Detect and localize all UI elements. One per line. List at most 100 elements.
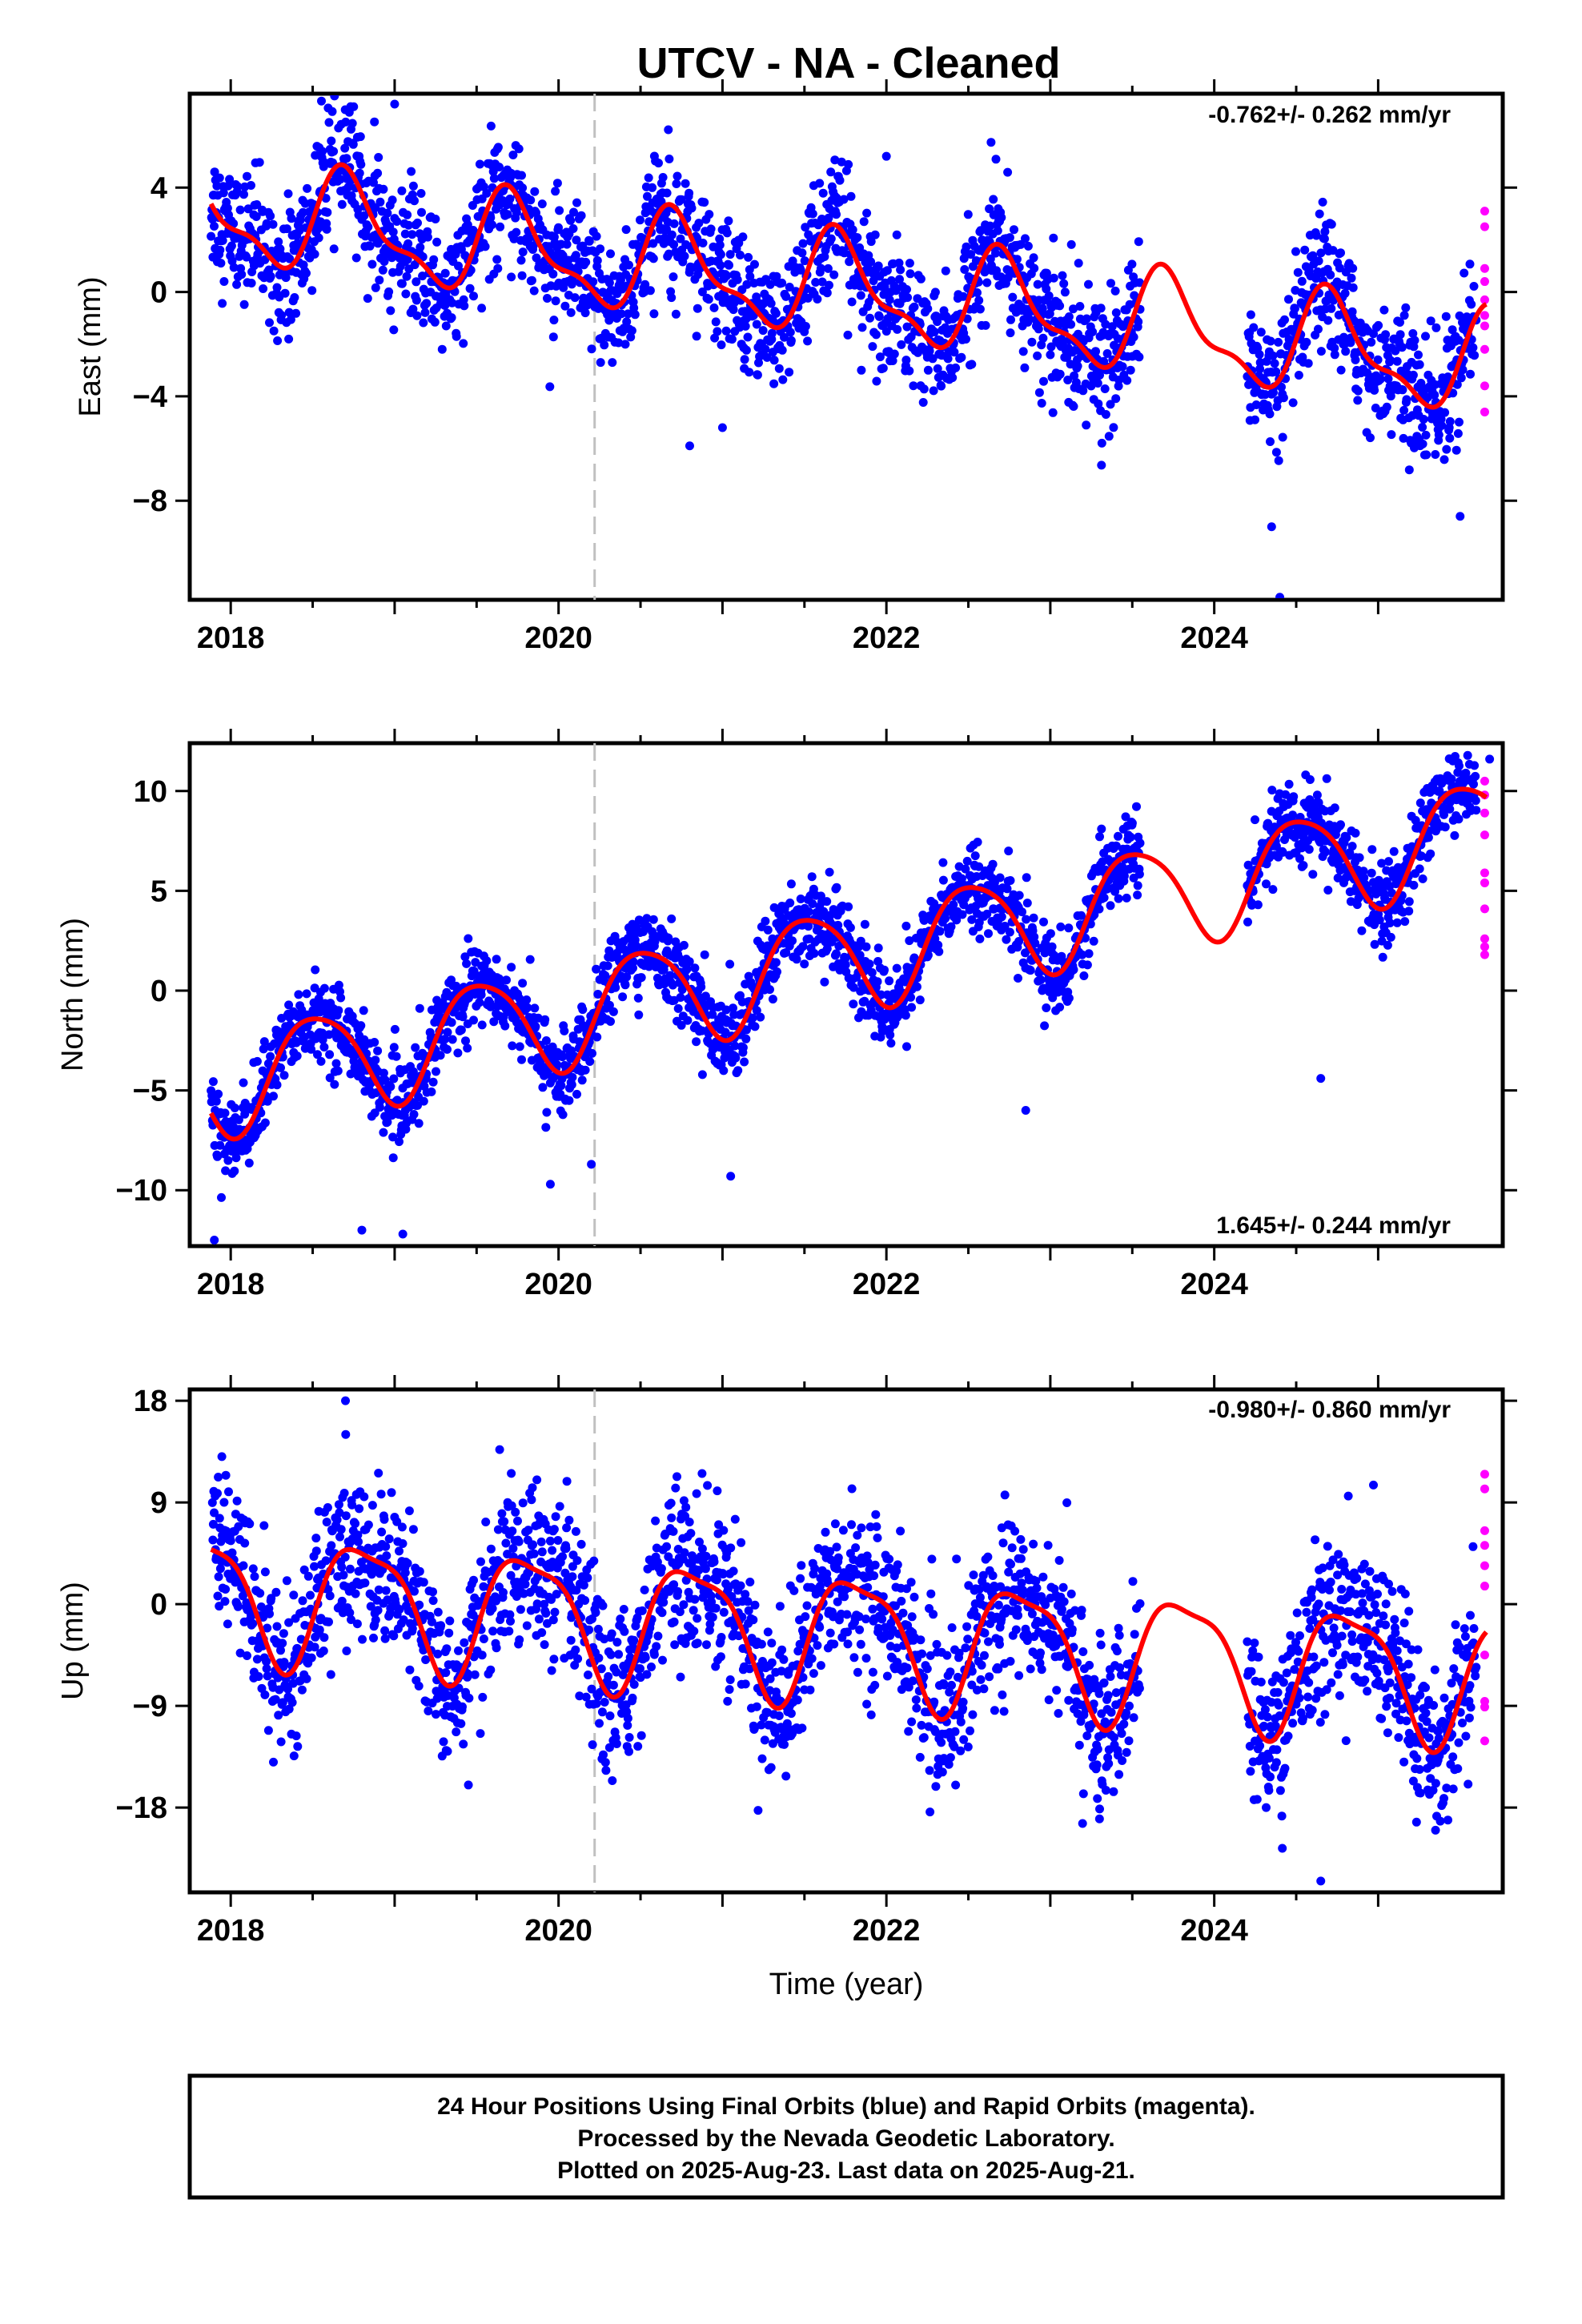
east-final-point [1106, 400, 1115, 409]
north-final-point [1333, 873, 1343, 883]
east-final-point [268, 219, 278, 229]
north-final-point [325, 1050, 335, 1059]
east-final-point [685, 441, 694, 451]
x-axis-label: Time (year) [769, 1968, 924, 2001]
east-final-point [1039, 376, 1048, 386]
east-final-point [1401, 303, 1411, 312]
north-final-point [325, 1073, 335, 1083]
north-final-point [855, 951, 865, 960]
north-final-point [419, 1096, 428, 1106]
east-y-axis-label: East (mm) [74, 276, 107, 416]
east-final-point [697, 287, 707, 296]
north-final-point [356, 1021, 366, 1031]
north-final-point [500, 1021, 510, 1031]
north-final-point [1069, 965, 1078, 975]
east-final-point [486, 121, 496, 131]
north-final-point [388, 1153, 398, 1163]
up-final-point [215, 1514, 224, 1523]
north-final-point [313, 1050, 322, 1059]
north-final-point [1243, 917, 1252, 927]
north-final-point [808, 899, 817, 908]
east-final-point [1336, 248, 1345, 258]
east-final-point [1447, 325, 1457, 335]
east-rapid-point [1480, 321, 1489, 331]
east-final-point [432, 237, 442, 247]
north-final-point [1455, 761, 1464, 770]
north-final-point [373, 1046, 383, 1055]
east-final-point [1402, 395, 1411, 404]
east-final-point [740, 355, 749, 364]
east-final-point [957, 352, 966, 362]
east-final-point [215, 173, 224, 183]
east-final-point [1109, 423, 1118, 432]
north-final-point [665, 971, 675, 980]
east-final-point [721, 326, 731, 336]
east-final-point [1266, 336, 1275, 346]
north-final-point [1036, 975, 1046, 984]
north-final-point [1095, 832, 1104, 842]
east-final-point [503, 210, 512, 219]
east-final-point [413, 218, 422, 227]
east-final-point [403, 255, 412, 264]
east-final-point [1383, 374, 1393, 384]
north-rapid-point [1480, 776, 1489, 786]
north-final-point [967, 915, 977, 924]
east-final-point [1097, 438, 1106, 448]
east-final-point [1129, 332, 1138, 342]
east-final-point [766, 299, 776, 308]
east-final-point [1255, 350, 1264, 360]
up-final-point [303, 1571, 313, 1581]
north-final-point [1316, 1074, 1326, 1084]
east-final-point [1003, 273, 1013, 283]
east-final-point [705, 210, 714, 219]
east-final-point [374, 153, 383, 162]
north-final-point [796, 895, 805, 903]
east-final-point [1436, 415, 1446, 424]
east-final-point [1012, 255, 1022, 264]
east-final-point [1082, 314, 1091, 324]
north-final-point [395, 1137, 404, 1147]
east-final-point [901, 356, 911, 365]
east-final-point [280, 288, 290, 298]
east-final-point [715, 240, 725, 250]
east-final-point [881, 151, 891, 161]
east-final-point [387, 195, 397, 205]
east-final-point [274, 237, 283, 247]
east-final-point [1404, 465, 1414, 475]
north-final-point [880, 965, 889, 975]
east-final-point [825, 280, 833, 290]
up-final-point [319, 1647, 328, 1655]
east-final-point [857, 323, 867, 332]
east-final-point [892, 230, 901, 239]
north-final-point [633, 993, 643, 1003]
north-final-point [849, 999, 858, 1009]
north-final-point [1312, 790, 1322, 800]
north-final-point [1392, 918, 1402, 927]
up-final-point [255, 1589, 265, 1598]
east-final-point [844, 159, 853, 169]
east-final-point [785, 328, 795, 337]
east-rapid-point [1480, 407, 1489, 416]
east-final-point [960, 265, 970, 274]
north-final-point [1450, 830, 1460, 840]
north-final-point [1022, 899, 1032, 908]
east-final-point [1038, 333, 1048, 343]
east-final-point [587, 344, 596, 354]
east-final-point [1468, 343, 1478, 352]
up-final-orbit-points [207, 1396, 1489, 1886]
east-final-point [1066, 360, 1075, 369]
east-final-point [290, 293, 299, 302]
east-final-point [307, 286, 317, 296]
north-final-point [867, 968, 877, 977]
east-final-point [517, 271, 527, 280]
east-final-point [975, 304, 985, 314]
east-final-point [379, 184, 388, 194]
north-x-tick-label: 2020 [524, 1268, 592, 1301]
east-final-point [218, 299, 227, 308]
north-final-point [892, 963, 901, 973]
north-final-point [210, 1236, 219, 1244]
north-final-point [1469, 779, 1478, 789]
east-final-point [1314, 324, 1323, 334]
north-final-point [464, 934, 473, 943]
east-final-point [303, 183, 312, 193]
